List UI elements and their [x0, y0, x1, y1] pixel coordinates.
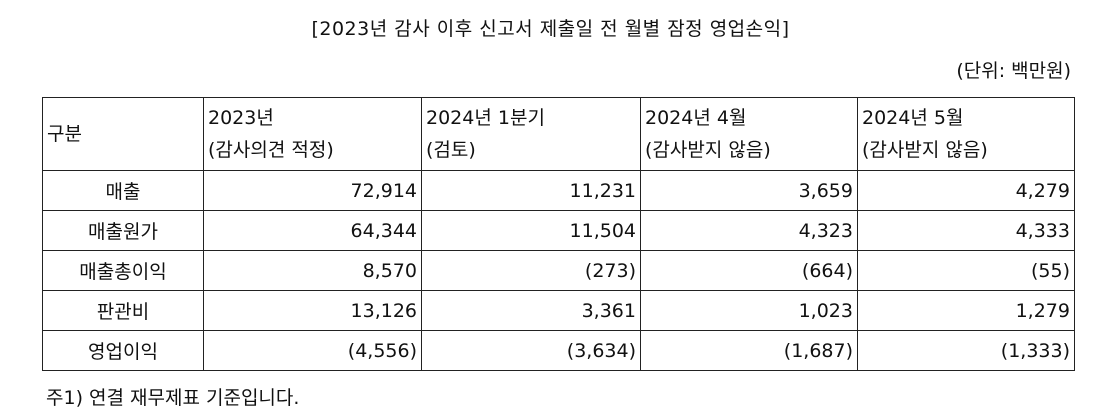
- cell: 3,659: [640, 170, 858, 211]
- cell: (273): [421, 250, 641, 291]
- cell: 3,361: [421, 290, 641, 331]
- header-cell: 2024년 4월 (감사받지 않음): [640, 97, 858, 171]
- header-text: (감사받지 않음): [862, 139, 988, 161]
- cell: 4,333: [857, 210, 1075, 251]
- header-text: (검토): [426, 139, 476, 161]
- title: [2023년 감사 이후 신고서 제출일 전 월별 잠정 영업손익]: [311, 18, 790, 40]
- header-row: 구분 2023년 (감사의견 적정) 2024년 1분기 (검토) 2024년 4월 (감사…: [42, 97, 1075, 171]
- row-label: 영업이익: [42, 330, 204, 371]
- header-text: 2024년 5월: [862, 107, 964, 129]
- table-row: 매출원가 64,344 11,504 4,323 4,333: [42, 210, 1075, 251]
- header-cell: 구분: [42, 97, 204, 171]
- cell: 11,504: [421, 210, 641, 251]
- header-text: (감사받지 않음): [645, 139, 771, 161]
- table-row: 매출 72,914 11,231 3,659 4,279: [42, 170, 1075, 211]
- row-label: 판관비: [42, 290, 204, 331]
- cell: 4,279: [857, 170, 1075, 211]
- cell: 11,231: [421, 170, 641, 211]
- header-text: 2023년: [208, 107, 274, 129]
- table: 구분 2023년 (감사의견 적정) 2024년 1분기 (검토) 2024년 4월 (감사…: [42, 97, 1075, 371]
- cell: (1,687): [640, 330, 858, 371]
- table-body: 매출 72,914 11,231 3,659 4,279 매출원가 64,344 11,504…: [42, 170, 1075, 371]
- table-row: 영업이익 (4,556) (3,634) (1,687) (1,333): [42, 330, 1075, 371]
- header-text: 2024년 1분기: [426, 107, 545, 129]
- cell: 72,914: [203, 170, 422, 211]
- table-row: 매출총이익 8,570 (273) (664) (55): [42, 250, 1075, 291]
- cell: 64,344: [203, 210, 422, 251]
- cell: 4,323: [640, 210, 858, 251]
- note: 주1) 연결 재무제표 기준입니다.: [46, 387, 300, 409]
- cell: (4,556): [203, 330, 422, 371]
- table-row: 판관비 13,126 3,361 1,023 1,279: [42, 290, 1075, 331]
- cell: 1,023: [640, 290, 858, 331]
- row-label: 매출총이익: [42, 250, 204, 291]
- cell: (3,634): [421, 330, 641, 371]
- cell: 8,570: [203, 250, 422, 291]
- cell: (55): [857, 250, 1075, 291]
- cell: 13,126: [203, 290, 422, 331]
- row-label: 매출: [42, 170, 204, 211]
- cell: 1,279: [857, 290, 1075, 331]
- header-text: 구분: [47, 123, 82, 145]
- row-label: 매출원가: [42, 210, 204, 251]
- header-cell: 2024년 1분기 (검토): [421, 97, 641, 171]
- header-cell: 2024년 5월 (감사받지 않음): [857, 97, 1075, 171]
- unit-label: (단위: 백만원): [956, 60, 1071, 82]
- header-text: (감사의견 적정): [208, 139, 334, 161]
- header-cell: 2023년 (감사의견 적정): [203, 97, 422, 171]
- cell: (1,333): [857, 330, 1075, 371]
- cell: (664): [640, 250, 858, 291]
- header-text: 2024년 4월: [645, 107, 747, 129]
